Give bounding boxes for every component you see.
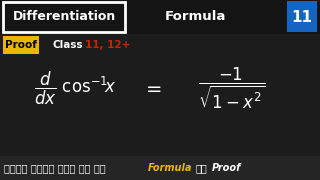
Text: $=$: $=$ xyxy=(142,78,162,98)
FancyBboxPatch shape xyxy=(287,1,317,32)
Text: क्या आपको पता है इस: क्या आपको पता है इस xyxy=(4,163,106,173)
FancyBboxPatch shape xyxy=(0,156,320,180)
Text: Class: Class xyxy=(53,40,83,50)
Text: का: का xyxy=(196,163,208,173)
FancyBboxPatch shape xyxy=(3,36,39,54)
Text: 11, 12+: 11, 12+ xyxy=(85,40,131,50)
FancyBboxPatch shape xyxy=(0,0,320,34)
Text: Differentiation: Differentiation xyxy=(12,10,116,24)
Text: $\dfrac{-1}{\sqrt{1-x^2}}$: $\dfrac{-1}{\sqrt{1-x^2}}$ xyxy=(198,65,266,111)
FancyBboxPatch shape xyxy=(3,2,125,32)
Text: $\dfrac{d}{dx}\ \cos^{-1}\!\!x$: $\dfrac{d}{dx}\ \cos^{-1}\!\!x$ xyxy=(34,69,116,107)
Text: Formula: Formula xyxy=(164,10,226,24)
Text: Proof: Proof xyxy=(212,163,241,173)
Text: 11: 11 xyxy=(292,10,313,24)
Text: Proof: Proof xyxy=(5,40,37,50)
Text: Formula: Formula xyxy=(148,163,193,173)
